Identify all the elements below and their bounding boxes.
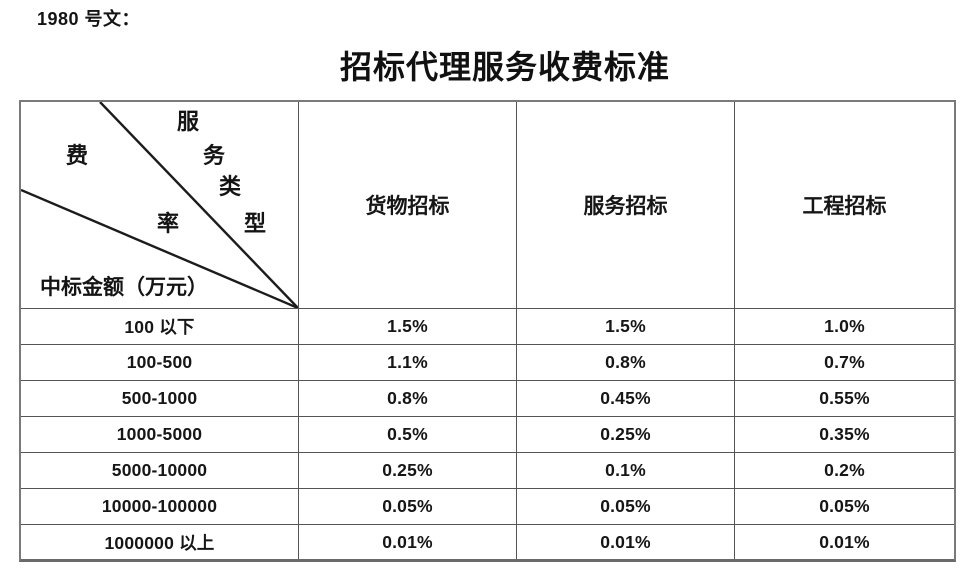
rate-value: 0.01% xyxy=(299,525,517,559)
rate-value: 0.2% xyxy=(735,453,954,489)
rate-value: 0.01% xyxy=(517,525,735,559)
rate-value: 1.1% xyxy=(299,345,517,381)
rate-value: 0.8% xyxy=(517,345,735,381)
column-header-works: 工程招标 xyxy=(735,102,954,309)
fee-standard-table: 服 务 类 型 费 率 中标金额（万元） 货物招标 服务招标 工程招标 100 … xyxy=(19,100,956,562)
page-title: 招标代理服务收费标准 xyxy=(339,49,670,85)
rate-value: 0.25% xyxy=(517,417,735,453)
rate-value: 0.5% xyxy=(299,417,517,453)
row-label: 100 以下 xyxy=(21,309,299,345)
corner-type-char: 务 xyxy=(202,143,225,168)
row-label: 10000-100000 xyxy=(21,489,299,525)
rate-value: 1.0% xyxy=(735,309,954,345)
corner-rate-char: 费 xyxy=(65,143,88,168)
column-header-services: 服务招标 xyxy=(517,102,735,309)
corner-type-char: 服 xyxy=(176,109,199,134)
corner-rate-char: 率 xyxy=(156,211,179,236)
rate-value: 0.05% xyxy=(517,489,735,525)
rate-value: 1.5% xyxy=(517,309,735,345)
rate-value: 0.05% xyxy=(299,489,517,525)
rate-value: 0.35% xyxy=(735,417,954,453)
rate-value: 0.05% xyxy=(735,489,954,525)
rate-value: 0.25% xyxy=(299,453,517,489)
rate-value: 0.1% xyxy=(517,453,735,489)
row-label: 500-1000 xyxy=(21,381,299,417)
corner-amount-label: 中标金额（万元） xyxy=(40,275,208,299)
row-label: 100-500 xyxy=(21,345,299,381)
corner-type-char: 型 xyxy=(243,211,266,236)
corner-type-char: 类 xyxy=(218,174,241,199)
rate-value: 0.7% xyxy=(735,345,954,381)
table-corner-cell: 服 务 类 型 费 率 中标金额（万元） xyxy=(21,102,299,309)
doc-reference: 1980 号文： xyxy=(37,9,141,29)
diagonal-divider-lines xyxy=(21,102,298,308)
rate-value: 0.45% xyxy=(517,381,735,417)
row-label: 1000000 以上 xyxy=(21,525,299,559)
column-header-goods: 货物招标 xyxy=(299,102,517,309)
row-label: 1000-5000 xyxy=(21,417,299,453)
rate-value: 0.01% xyxy=(819,531,870,552)
rate-value: 0.55% xyxy=(735,381,954,417)
row-label: 5000-10000 xyxy=(21,453,299,489)
rate-value: 0.8% xyxy=(299,381,517,417)
rate-value: 1.5% xyxy=(299,309,517,345)
